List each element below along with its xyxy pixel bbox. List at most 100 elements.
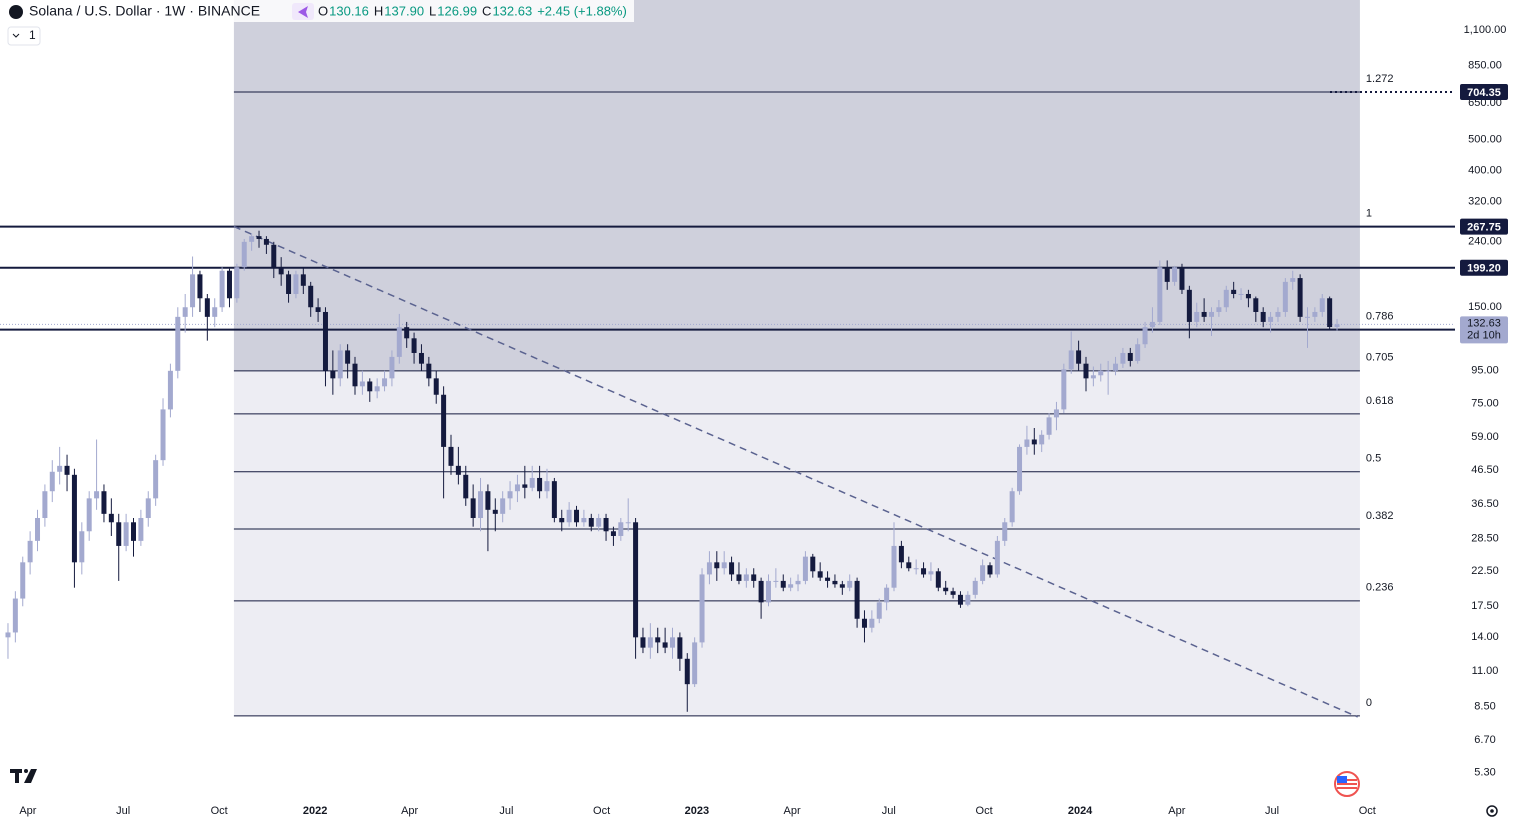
candle-body [743, 574, 749, 581]
candle-body [861, 618, 867, 628]
candle-body [1002, 522, 1008, 541]
candle-body [485, 491, 491, 510]
candle-body [647, 637, 653, 648]
legend-value: 137.90 [384, 3, 424, 18]
candle-body [1186, 289, 1192, 322]
candle-body [640, 637, 646, 648]
candle-body [226, 270, 232, 299]
candle-body [441, 394, 447, 447]
candle-body [389, 356, 395, 379]
candle-body [256, 236, 262, 239]
y-tick-label: 1,100.00 [1464, 24, 1507, 36]
settings-icon[interactable] [1486, 805, 1498, 817]
candle-body [765, 580, 771, 603]
candle-body [249, 236, 255, 242]
x-tick-label: Oct [593, 805, 610, 817]
legend-key: H [374, 3, 383, 18]
candle-body [1024, 439, 1030, 447]
price-label-text: 704.35 [1467, 87, 1501, 99]
candle-body [212, 307, 218, 317]
candle-body [1245, 293, 1251, 299]
candle-body [876, 602, 882, 619]
candle-body [1334, 324, 1340, 327]
candle-body [898, 545, 904, 563]
flag-icon[interactable] [1334, 771, 1360, 797]
candle-body [913, 568, 919, 570]
candle-body [618, 522, 624, 536]
interval-box[interactable] [7, 26, 41, 46]
candle-body [382, 378, 388, 387]
candle-body [817, 571, 823, 578]
candle-body [418, 352, 424, 364]
candle-body [1297, 278, 1303, 317]
candle-body [359, 381, 365, 387]
fib-label: 0.5 [1366, 453, 1381, 465]
x-tick-label: Jul [499, 805, 513, 817]
y-tick-label: 22.50 [1471, 565, 1499, 577]
candle-body [832, 580, 838, 585]
last-price-text: 132.63 [1467, 317, 1501, 329]
y-tick-label: 14.00 [1471, 631, 1499, 643]
y-tick-label: 59.00 [1471, 431, 1499, 443]
candle-body [721, 562, 727, 569]
x-tick-label: Oct [976, 805, 993, 817]
candle-body [153, 460, 159, 499]
y-tick-label: 150.00 [1468, 301, 1502, 313]
y-tick-label: 6.70 [1474, 734, 1495, 746]
candle-body [980, 565, 986, 581]
candle-body [197, 274, 203, 299]
fib-label: 1.272 [1366, 73, 1394, 85]
candle-body [935, 571, 941, 588]
candle-body [581, 517, 587, 523]
y-tick-label: 240.00 [1468, 236, 1502, 248]
candle-body [795, 580, 801, 585]
y-tick-label: 5.30 [1474, 766, 1495, 778]
candle-body [921, 568, 927, 575]
candle-body [182, 307, 188, 317]
symbol-title: Solana / U.S. Dollar · 1W · BINANCE [29, 3, 260, 19]
candle-body [773, 580, 779, 582]
candle-body [655, 637, 661, 643]
candle-body [522, 484, 528, 488]
x-tick-label: 2022 [303, 805, 327, 817]
candle-body [263, 238, 269, 245]
legend-value: 132.63 [492, 3, 532, 18]
y-tick-label: 46.50 [1471, 464, 1499, 476]
candle-body [1179, 267, 1185, 290]
candle-body [79, 531, 85, 563]
candle-body [116, 522, 122, 546]
candle-body [1135, 344, 1141, 361]
candle-body [1157, 267, 1163, 322]
candle-body [596, 517, 602, 527]
candle-body [943, 587, 949, 592]
candle-body [1319, 298, 1325, 312]
candle-body [49, 471, 55, 492]
x-tick-label: Apr [401, 805, 418, 817]
candle-body [300, 274, 306, 286]
candle-body [190, 274, 196, 308]
candle-body [404, 327, 410, 339]
y-tick-label: 11.00 [1472, 665, 1499, 677]
legend-value: 126.99 [437, 3, 477, 18]
y-tick-label: 36.50 [1471, 498, 1499, 510]
countdown-text: 2d 10h [1467, 329, 1501, 341]
candle-body [1253, 298, 1259, 312]
candle-body [478, 491, 484, 518]
candle-body [123, 522, 129, 546]
candle-body [167, 370, 173, 410]
candle-body [758, 580, 764, 603]
candle-body [1164, 267, 1170, 282]
candle-body [20, 562, 26, 599]
symbol-icon [9, 5, 23, 19]
change-text: +2.45 (+1.88%) [537, 3, 627, 18]
candle-body [965, 594, 971, 605]
y-tick-label: 320.00 [1468, 196, 1502, 208]
candle-body [869, 618, 875, 628]
candle-body [160, 409, 166, 461]
candle-body [1223, 289, 1229, 308]
fib-label: 0 [1366, 697, 1372, 709]
candle-body [367, 381, 373, 392]
